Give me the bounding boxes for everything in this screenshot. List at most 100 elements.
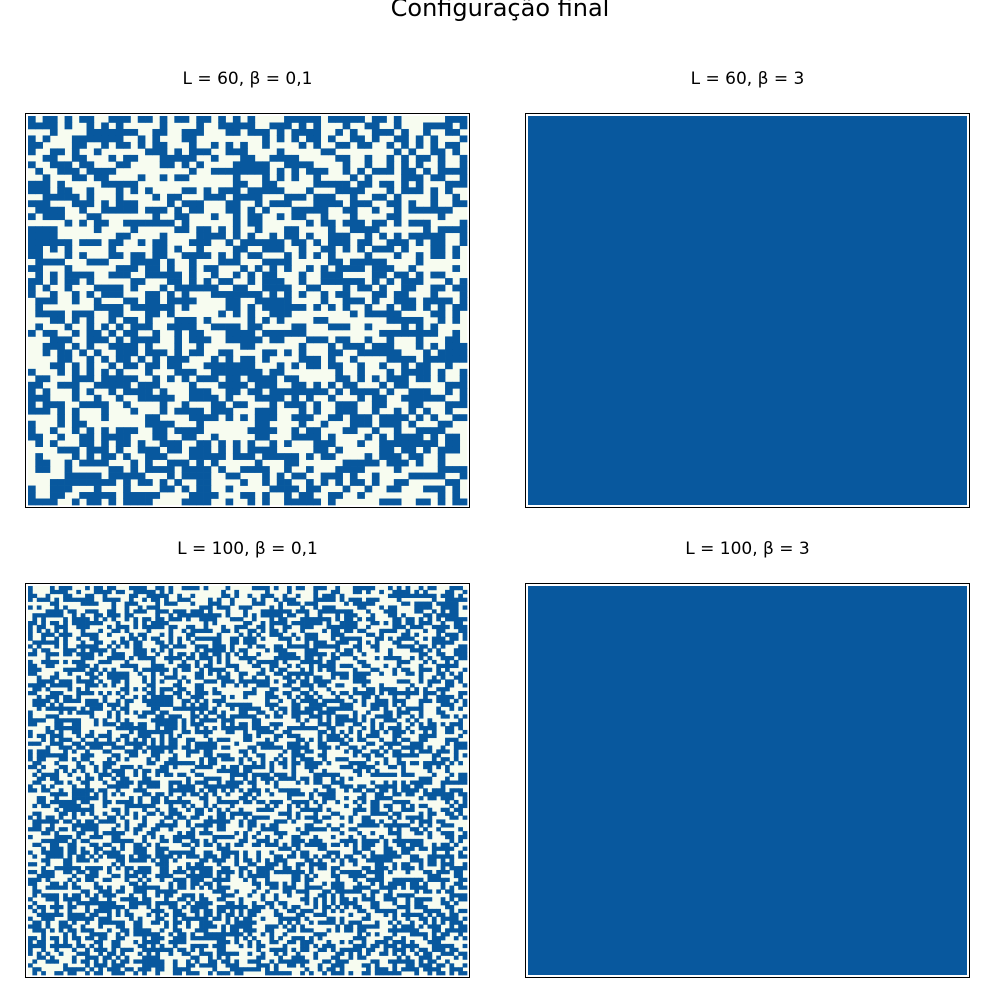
spin-up-cell bbox=[32, 718, 38, 723]
spin-up-cell bbox=[142, 714, 147, 719]
spin-up-cell bbox=[401, 807, 406, 812]
spin-up-cell bbox=[262, 433, 270, 441]
spin-up-cell bbox=[322, 679, 327, 684]
spin-up-cell bbox=[276, 479, 285, 486]
spin-up-cell bbox=[262, 427, 270, 435]
spin-up-cell bbox=[232, 116, 241, 123]
spin-up-cell bbox=[440, 609, 446, 614]
spin-up-cell bbox=[379, 284, 387, 292]
spin-up-cell bbox=[54, 640, 60, 645]
spin-up-cell bbox=[150, 811, 156, 816]
spin-up-cell bbox=[462, 792, 468, 797]
spin-up-cell bbox=[295, 687, 301, 692]
spin-up-cell bbox=[430, 135, 439, 143]
spin-up-cell bbox=[54, 768, 60, 774]
spin-up-cell bbox=[128, 597, 134, 602]
spin-up-cell bbox=[269, 691, 275, 696]
spin-up-cell bbox=[85, 807, 90, 812]
spin-up-cell bbox=[93, 446, 102, 454]
spin-up-cell bbox=[102, 761, 108, 766]
spin-up-cell bbox=[186, 823, 191, 828]
spin-up-cell bbox=[452, 141, 461, 149]
spin-up-cell bbox=[326, 663, 332, 669]
spin-up-cell bbox=[379, 498, 387, 506]
spin-up-cell bbox=[342, 141, 351, 149]
spin-up-cell bbox=[401, 698, 406, 704]
spin-up-cell bbox=[409, 792, 415, 797]
spin-up-cell bbox=[57, 342, 65, 350]
spin-up-cell bbox=[414, 632, 420, 637]
spin-up-cell bbox=[188, 492, 197, 499]
spin-up-cell bbox=[142, 792, 147, 797]
spin-up-cell bbox=[335, 718, 341, 723]
spin-up-cell bbox=[405, 636, 411, 641]
spin-up-cell bbox=[225, 407, 234, 415]
spin-up-cell bbox=[101, 336, 109, 344]
spin-up-cell bbox=[177, 644, 182, 649]
spin-up-cell bbox=[335, 239, 343, 247]
spin-up-cell bbox=[408, 472, 417, 480]
spin-up-cell bbox=[317, 683, 323, 688]
spin-up-cell bbox=[349, 258, 358, 266]
spin-up-cell bbox=[326, 679, 332, 684]
spin-up-cell bbox=[423, 232, 431, 240]
spin-up-cell bbox=[146, 768, 152, 774]
spin-up-cell bbox=[107, 586, 112, 591]
spin-up-cell bbox=[234, 628, 240, 634]
spin-up-cell bbox=[28, 433, 36, 441]
spin-up-cell bbox=[130, 128, 139, 136]
spin-up-cell bbox=[203, 624, 209, 630]
spin-up-cell bbox=[225, 605, 231, 610]
spin-up-cell bbox=[284, 349, 292, 357]
spin-up-cell bbox=[431, 679, 437, 684]
spin-up-cell bbox=[155, 663, 161, 669]
spin-up-cell bbox=[251, 601, 257, 606]
spin-up-cell bbox=[322, 644, 327, 649]
spin-up-cell bbox=[278, 761, 283, 766]
spin-up-cell bbox=[137, 722, 143, 727]
spin-up-cell bbox=[335, 586, 341, 591]
spin-up-cell bbox=[32, 617, 38, 622]
spin-up-cell bbox=[269, 761, 275, 766]
spin-up-cell bbox=[392, 687, 398, 692]
spin-up-cell bbox=[35, 271, 43, 279]
spin-up-cell bbox=[453, 714, 459, 719]
spin-up-cell bbox=[28, 135, 36, 143]
spin-up-cell bbox=[190, 722, 196, 727]
spin-up-cell bbox=[423, 167, 431, 175]
spin-up-cell bbox=[86, 342, 95, 350]
spin-up-cell bbox=[370, 597, 376, 602]
spin-up-cell bbox=[392, 784, 398, 789]
spin-up-cell bbox=[414, 753, 420, 758]
spin-up-cell bbox=[49, 784, 55, 789]
spin-up-cell bbox=[76, 733, 82, 739]
spin-up-cell bbox=[452, 284, 461, 292]
spin-up-cell bbox=[76, 652, 82, 657]
spin-up-cell bbox=[115, 718, 121, 723]
spin-up-cell bbox=[251, 586, 257, 591]
spin-up-cell bbox=[313, 589, 319, 595]
spin-up-cell bbox=[282, 652, 288, 657]
spin-up-cell bbox=[262, 239, 270, 247]
spin-up-cell bbox=[101, 291, 109, 298]
spin-up-cell bbox=[229, 726, 235, 731]
spin-up-cell bbox=[282, 757, 288, 762]
spin-up-cell bbox=[145, 446, 153, 454]
spin-up-cell bbox=[203, 827, 209, 832]
spin-up-cell bbox=[86, 355, 95, 363]
spin-up-cell bbox=[152, 245, 161, 253]
spin-up-cell bbox=[430, 414, 439, 422]
spin-up-cell bbox=[251, 663, 257, 669]
spin-up-cell bbox=[57, 193, 65, 201]
spin-up-cell bbox=[265, 589, 270, 595]
spin-up-cell bbox=[386, 128, 395, 136]
spin-up-cell bbox=[458, 780, 463, 785]
spin-up-cell bbox=[415, 414, 424, 422]
spin-up-cell bbox=[392, 780, 398, 785]
spin-up-cell bbox=[298, 342, 307, 350]
spin-up-cell bbox=[415, 388, 424, 396]
spin-up-cell bbox=[142, 589, 147, 595]
spin-up-cell bbox=[423, 729, 428, 735]
spin-up-cell bbox=[194, 811, 200, 816]
spin-up-cell bbox=[86, 135, 95, 143]
